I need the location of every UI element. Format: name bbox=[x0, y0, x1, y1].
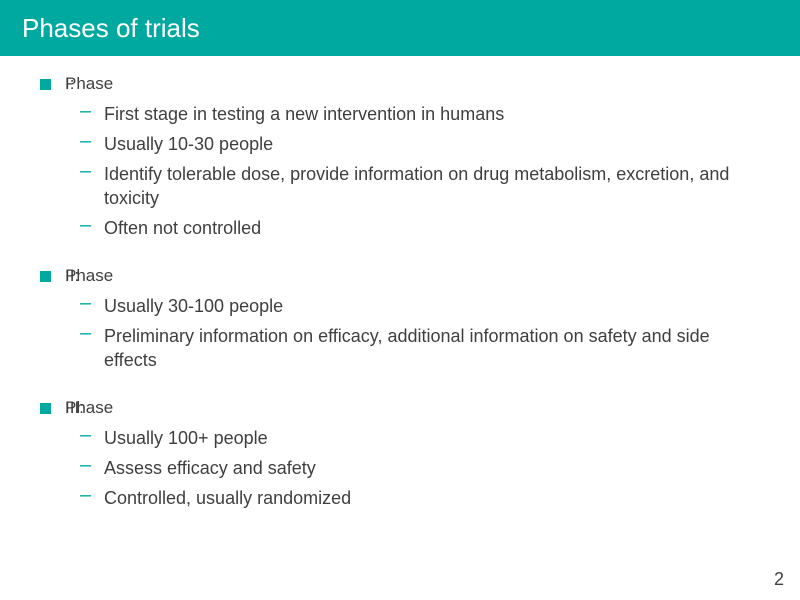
dash-bullet-icon: – bbox=[80, 455, 98, 475]
list-item: Usually 30-100 people bbox=[104, 294, 283, 318]
list-item: Often not controlled bbox=[104, 216, 261, 240]
slide-content: Phase I: – First stage in testing a new … bbox=[0, 56, 800, 510]
section-phase-1: Phase I: – First stage in testing a new … bbox=[40, 74, 760, 240]
square-bullet-icon bbox=[40, 403, 51, 414]
list-item: Identify tolerable dose, provide informa… bbox=[104, 162, 760, 210]
bullet-level-2: – Usually 100+ people bbox=[80, 426, 760, 450]
section-phase-2: Phase II: – Usually 30-100 people – Prel… bbox=[40, 266, 760, 372]
bullet-level-1: Phase I: bbox=[40, 74, 760, 96]
phase-heading-b: II: bbox=[65, 266, 79, 286]
dash-bullet-icon: – bbox=[80, 101, 98, 121]
page-number: 2 bbox=[774, 569, 784, 590]
dash-bullet-icon: – bbox=[80, 425, 98, 445]
square-bullet-icon bbox=[40, 79, 51, 90]
list-item: Assess efficacy and safety bbox=[104, 456, 316, 480]
bullet-level-2: – Assess efficacy and safety bbox=[80, 456, 760, 480]
bullet-level-2: – First stage in testing a new intervent… bbox=[80, 102, 760, 126]
list-item: Usually 100+ people bbox=[104, 426, 268, 450]
bullet-level-2: – Controlled, usually randomized bbox=[80, 486, 760, 510]
list-item: First stage in testing a new interventio… bbox=[104, 102, 504, 126]
bullet-level-1: Phase III: bbox=[40, 398, 760, 420]
section-phase-3: Phase III: – Usually 100+ people – Asses… bbox=[40, 398, 760, 510]
bullet-level-2: – Usually 10-30 people bbox=[80, 132, 760, 156]
bullet-level-2: – Preliminary information on efficacy, a… bbox=[80, 324, 760, 372]
square-bullet-icon bbox=[40, 271, 51, 282]
dash-bullet-icon: – bbox=[80, 293, 98, 313]
dash-bullet-icon: – bbox=[80, 485, 98, 505]
bullet-level-2: – Identify tolerable dose, provide infor… bbox=[80, 162, 760, 210]
list-item: Usually 10-30 people bbox=[104, 132, 273, 156]
slide-title: Phases of trials bbox=[22, 13, 200, 44]
bullet-level-2: – Usually 30-100 people bbox=[80, 294, 760, 318]
dash-bullet-icon: – bbox=[80, 323, 98, 343]
dash-bullet-icon: – bbox=[80, 215, 98, 235]
title-bar: Phases of trials bbox=[0, 0, 800, 56]
list-item: Controlled, usually randomized bbox=[104, 486, 351, 510]
bullet-level-2: – Often not controlled bbox=[80, 216, 760, 240]
bullet-level-1: Phase II: bbox=[40, 266, 760, 288]
dash-bullet-icon: – bbox=[80, 131, 98, 151]
phase-heading-b: III: bbox=[65, 398, 84, 418]
list-item: Preliminary information on efficacy, add… bbox=[104, 324, 760, 372]
phase-heading-b: I: bbox=[65, 74, 74, 94]
dash-bullet-icon: – bbox=[80, 161, 98, 181]
